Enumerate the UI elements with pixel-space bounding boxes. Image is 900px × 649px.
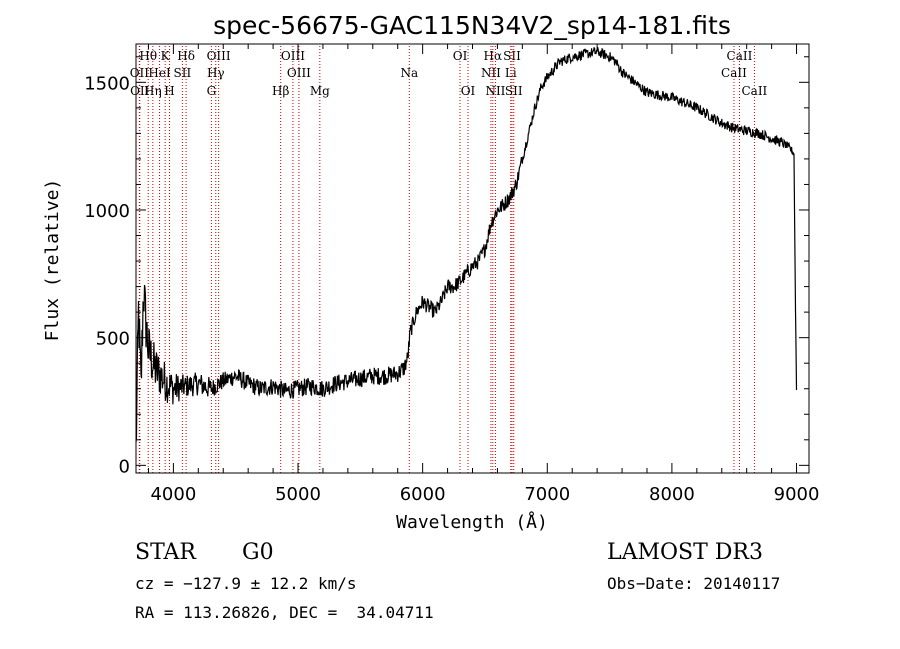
line-label-20: H xyxy=(164,84,174,98)
line-label-17: CaII xyxy=(721,66,747,80)
line-label-4: OIII xyxy=(281,49,305,63)
x-tick-label: 6000 xyxy=(400,484,446,505)
coordinates: RA = 113.26826, DEC = 34.04711 xyxy=(135,603,434,622)
x-tick-label: 4000 xyxy=(150,484,196,505)
line-label-2: Hδ xyxy=(177,49,195,63)
line-label-1: K xyxy=(161,49,171,63)
chart-title: spec-56675-GAC115N34V2_sp14-181.fits xyxy=(213,11,731,40)
y-axis-label: Flux (relative) xyxy=(42,179,63,342)
y-tick-label: 1500 xyxy=(84,73,130,94)
line-label-0: Hθ xyxy=(139,49,157,63)
x-tick-label: 7000 xyxy=(524,484,570,505)
line-label-18: OII xyxy=(130,84,150,98)
line-label-12: Hγ xyxy=(207,66,225,80)
redshift-velocity: cz = −127.9 ± 12.2 km/s xyxy=(135,574,357,593)
y-tick-label: 1000 xyxy=(84,201,130,222)
line-label-19: Hη xyxy=(144,84,162,98)
y-tick-label: 0 xyxy=(119,456,130,477)
y-tick-label: 500 xyxy=(96,329,130,350)
x-axis-label: Wavelength (Å) xyxy=(396,511,548,533)
line-label-15: NII xyxy=(481,66,501,80)
line-label-27: CaII xyxy=(741,84,767,98)
object-class: STAR xyxy=(135,540,196,565)
observation-date: Obs−Date: 20140117 xyxy=(607,574,781,593)
x-tick-label: 5000 xyxy=(275,484,321,505)
x-tick-label: 8000 xyxy=(649,484,695,505)
line-label-14: Na xyxy=(400,66,418,80)
line-label-21: G xyxy=(207,84,217,98)
plot-frame xyxy=(135,43,810,474)
line-label-26: SII xyxy=(505,84,523,98)
line-label-13: OIII xyxy=(287,66,311,80)
line-label-6: Hα xyxy=(484,49,503,63)
object-subclass: G0 xyxy=(242,540,274,565)
x-tick-label: 9000 xyxy=(774,484,820,505)
line-label-5: OI xyxy=(453,49,468,63)
line-label-22: Hβ xyxy=(272,84,289,98)
spectrum-line xyxy=(135,46,798,443)
line-label-8: CaII xyxy=(727,49,753,63)
survey-name: LAMOST DR3 xyxy=(607,540,763,565)
line-label-7: SII xyxy=(503,49,521,63)
line-label-23: Mg xyxy=(310,84,330,98)
line-label-10: HeI xyxy=(148,66,171,80)
axes: 4000 5000 6000 7000 8000 9000 0 500 1000 1500 xyxy=(84,43,820,505)
line-label-16: Li xyxy=(505,66,517,80)
spectrum-series xyxy=(135,46,798,443)
line-label-3: OIII xyxy=(207,49,231,63)
line-label-11: SII xyxy=(174,66,192,80)
line-label-24: OI xyxy=(461,84,476,98)
line-label-25: NII xyxy=(485,84,505,98)
